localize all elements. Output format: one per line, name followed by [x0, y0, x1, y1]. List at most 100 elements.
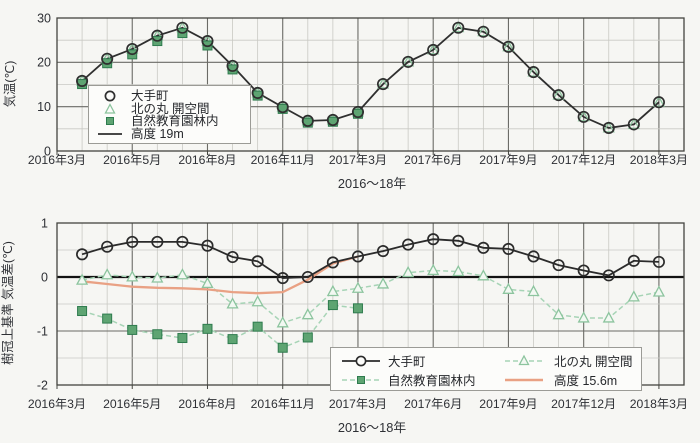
marker-kitanomaru-diff — [351, 281, 365, 293]
x-tick-label: 2018年3月 — [630, 153, 688, 167]
marker-shizen-diff — [102, 313, 113, 324]
marker-kitanomaru-diff — [577, 311, 590, 323]
legend-label-kodo156: 高度 15.6m — [554, 374, 618, 388]
marker-otemachi-top — [226, 59, 239, 72]
marker-otemachi-diff — [301, 270, 314, 284]
marker-otemachi-diff — [101, 240, 114, 253]
solid-line-icon — [95, 128, 125, 140]
y-tick-label: -1 — [37, 324, 48, 338]
x-tick-label: 2016年3月 — [28, 397, 86, 411]
marker-shizen-diff — [127, 324, 138, 335]
marker-shizen-diff — [177, 333, 188, 344]
open-triangle-marker-icon — [95, 102, 125, 115]
marker-otemachi-top — [477, 25, 490, 38]
marker-kitanomaru-diff — [326, 284, 339, 297]
marker-otemachi-top — [427, 43, 440, 56]
marker-otemachi-diff — [402, 238, 415, 251]
x-tick-label: 2018年3月 — [630, 397, 688, 411]
marker-otemachi-top — [652, 96, 665, 109]
marker-otemachi-diff — [176, 235, 189, 248]
marker-shizen-diff — [302, 332, 313, 343]
marker-kitanomaru-diff — [151, 271, 164, 283]
marker-kitanomaru-diff — [402, 265, 415, 278]
legend-label-kodo19: 高度 19m — [131, 126, 184, 141]
marker-kitanomaru-top — [652, 95, 666, 107]
y-tick-label: 0 — [41, 270, 48, 284]
filled-square-marker-icon — [95, 115, 125, 127]
y-tick-label: 0 — [44, 144, 51, 158]
marker-kitanomaru-top — [627, 117, 640, 129]
y-tick-label: 30 — [37, 11, 51, 25]
marker-otemachi-diff — [477, 241, 490, 254]
x-axis-title: 2016〜18年 — [338, 420, 406, 435]
legend-item-kodo19: 高度 19m — [95, 126, 244, 141]
x-tick-label: 2016年11月 — [251, 153, 315, 167]
marker-shizen-diff — [352, 303, 363, 314]
marker-otemachi-diff — [326, 256, 339, 269]
x-tick-label: 2016年8月 — [178, 153, 236, 167]
y-axis-title: 樹冠上基準 気温差(℃) — [0, 241, 15, 365]
marker-otemachi-diff — [201, 239, 214, 252]
marker-otemachi-top — [276, 101, 289, 114]
marker-otemachi-diff — [627, 254, 640, 267]
line-open-circle-icon — [339, 354, 383, 368]
y-tick-label: 10 — [37, 100, 51, 114]
marker-otemachi-top — [502, 40, 515, 53]
legend-top: 大手町 北の丸 開空間 自然教育園林内 高度 19m — [88, 85, 251, 144]
x-tick-label: 2017年12月 — [551, 397, 616, 411]
y-axis-title: 気温(℃) — [2, 61, 17, 108]
y-tick-label: 20 — [37, 56, 51, 70]
x-tick-label: 2017年3月 — [329, 153, 387, 167]
marker-otemachi-diff — [126, 235, 139, 248]
open-circle-marker-icon — [95, 90, 125, 102]
marker-kitanomaru-diff — [477, 269, 490, 281]
x-tick-label: 2016年5月 — [103, 397, 161, 411]
legend-item-kitanomaru: 北の丸 開空間 — [95, 102, 244, 116]
marker-kitanomaru-top — [502, 40, 515, 52]
marker-otemachi-diff — [251, 255, 264, 268]
marker-otemachi-diff — [427, 233, 440, 246]
marker-kitanomaru-diff — [427, 263, 440, 276]
marker-kitanomaru-top — [402, 55, 415, 67]
marker-otemachi-top — [326, 113, 339, 127]
marker-otemachi-diff — [351, 250, 365, 263]
marker-otemachi-top — [376, 78, 390, 91]
marker-otemachi-top — [527, 66, 540, 79]
marker-otemachi-diff — [376, 245, 390, 258]
marker-otemachi-diff — [151, 235, 164, 248]
series-line-shizen-diff — [81, 304, 359, 349]
x-tick-label: 2016年8月 — [178, 397, 236, 411]
marker-kitanomaru-diff — [226, 297, 239, 309]
marker-otemachi-top — [126, 42, 139, 56]
marker-otemachi-top — [402, 55, 415, 68]
marker-otemachi-top — [452, 21, 465, 34]
marker-kitanomaru-diff — [376, 277, 390, 289]
marker-otemachi-diff — [76, 248, 89, 261]
legend-label-otemachi: 大手町 — [131, 89, 169, 103]
marker-otemachi-diff — [527, 250, 540, 263]
marker-kitanomaru-diff — [75, 273, 89, 285]
marker-otemachi-top — [251, 86, 264, 99]
marker-otemachi-diff — [552, 259, 565, 272]
marker-kitanomaru-diff — [251, 295, 264, 307]
marker-otemachi-top — [151, 29, 164, 42]
marker-kitanomaru-top — [602, 121, 615, 133]
marker-shizen-diff — [327, 300, 338, 311]
legend-label-otemachi-diff: 大手町 — [388, 355, 426, 369]
marker-otemachi-top — [101, 52, 114, 65]
marker-otemachi-top — [627, 118, 640, 131]
x-tick-label: 2017年3月 — [329, 397, 387, 411]
marker-kitanomaru-diff — [201, 276, 214, 289]
marker-kitanomaru-top — [477, 24, 490, 37]
marker-kitanomaru-top — [376, 77, 390, 89]
marker-shizen-diff — [77, 306, 88, 317]
x-tick-label: 2017年12月 — [551, 153, 616, 167]
x-tick-label: 2016年11月 — [251, 397, 315, 411]
marker-kitanomaru-diff — [602, 311, 615, 323]
marker-otemachi-diff — [652, 255, 665, 268]
marker-kitanomaru-diff — [652, 285, 666, 297]
marker-shizen-diff — [227, 334, 238, 345]
marker-kitanomaru-diff — [627, 290, 640, 302]
